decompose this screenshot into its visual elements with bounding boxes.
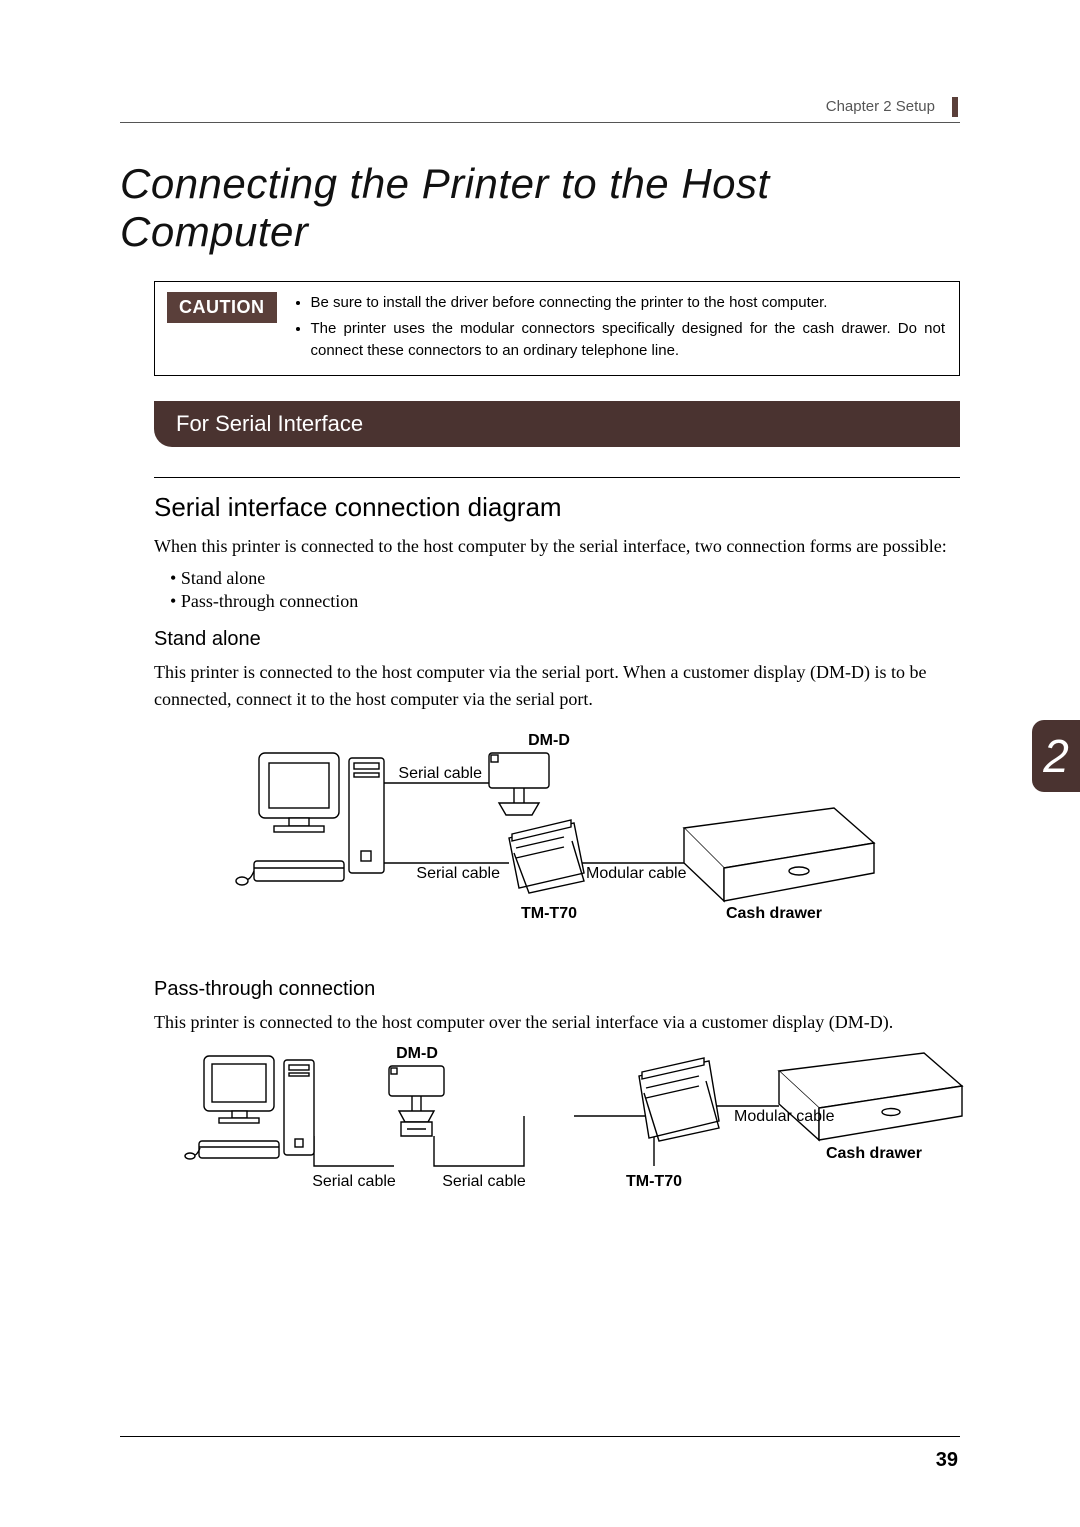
label-serial-bot: Serial cable (416, 865, 500, 882)
label-drawer: Cash drawer (726, 905, 822, 922)
label-modular: Modular cable (586, 865, 687, 882)
passthrough-text: This printer is connected to the host co… (154, 1009, 960, 1036)
diagram-passthrough: DM-D Serial cable Serial cable Modular c… (154, 1046, 960, 1211)
label-drawer: Cash drawer (826, 1145, 922, 1162)
label-dmd: DM-D (528, 732, 570, 749)
cash-drawer-icon (779, 1053, 962, 1140)
h3-passthrough: Pass-through connection (154, 978, 960, 1001)
label-serial1: Serial cable (312, 1173, 396, 1190)
header-chapter-label: Chapter 2 Setup (826, 98, 935, 115)
page: Chapter 2 Setup Connecting the Printer t… (0, 0, 1080, 1527)
diagram-standalone: DM-D Serial cable Serial cable Modular c… (154, 723, 960, 958)
intro-bullets: Stand alone Pass-through connection (170, 568, 960, 612)
printer-icon (509, 820, 584, 893)
page-title: Connecting the Printer to the Host Compu… (120, 160, 960, 256)
label-serial2: Serial cable (442, 1173, 526, 1190)
caution-box: CAUTION Be sure to install the driver be… (154, 281, 960, 376)
computer-icon (185, 1056, 314, 1159)
label-tm: TM-T70 (626, 1173, 682, 1190)
standalone-text: This printer is connected to the host co… (154, 659, 960, 713)
cash-drawer-icon (684, 808, 874, 901)
caution-item: Be sure to install the driver before con… (311, 292, 946, 314)
section-heading-bar: For Serial Interface (154, 401, 960, 447)
computer-icon (236, 753, 384, 885)
label-modular: Modular cable (734, 1108, 835, 1125)
h2: Serial interface connection diagram (154, 492, 960, 523)
display-icon (389, 1066, 444, 1136)
chapter-tab: 2 (1032, 720, 1080, 792)
header-rule (120, 122, 960, 123)
caution-text: Be sure to install the driver before con… (293, 292, 946, 365)
bullet-item: Stand alone (170, 568, 960, 589)
h2-wrap: Serial interface connection diagram (154, 477, 960, 523)
intro-paragraph: When this printer is connected to the ho… (154, 533, 960, 560)
label-serial-top: Serial cable (398, 765, 482, 782)
caution-item: The printer uses the modular connectors … (311, 318, 946, 362)
h3-standalone: Stand alone (154, 628, 960, 651)
printer-icon (639, 1058, 719, 1141)
label-tm: TM-T70 (521, 905, 577, 922)
footer-rule (120, 1436, 960, 1438)
display-icon (489, 753, 549, 815)
bullet-item: Pass-through connection (170, 591, 960, 612)
caution-label: CAUTION (167, 292, 277, 323)
header-accent-bar (952, 97, 958, 117)
label-dmd: DM-D (396, 1046, 438, 1062)
page-number: 39 (936, 1449, 958, 1472)
